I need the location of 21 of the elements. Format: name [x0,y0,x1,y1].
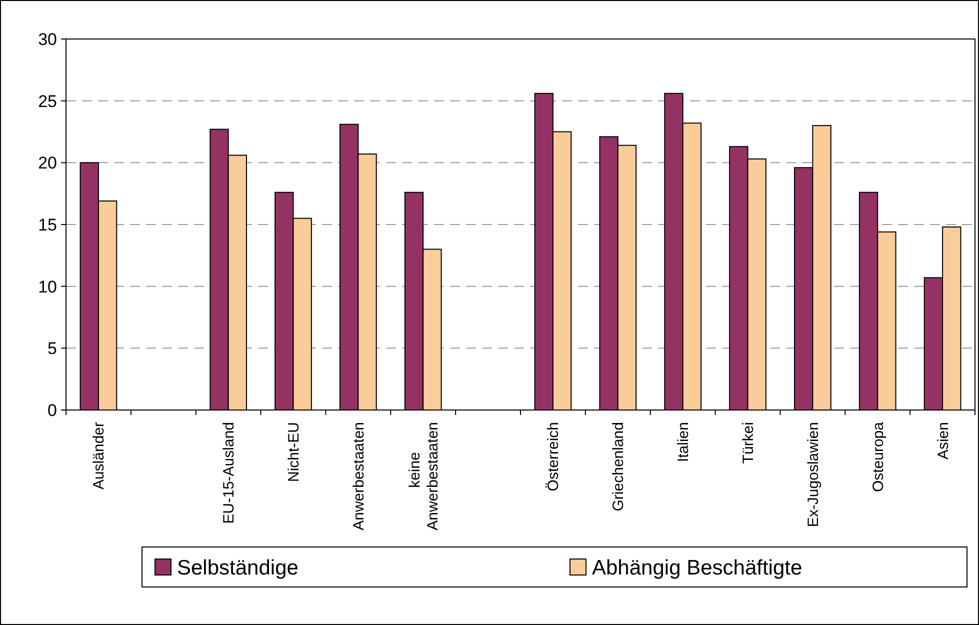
x-tick-label: EU-15-Ausland [220,422,238,524]
y-tick-label: 5 [48,339,57,358]
x-tick-label: Anwerbestaaten [350,422,368,530]
legend-label: Selbständige [177,556,298,580]
legend-label: Abhängig Beschäftigte [592,556,802,580]
x-tick-label: Österreich [545,422,562,492]
y-tick-label: 30 [38,30,57,49]
y-tick-label: 0 [48,400,57,420]
y-tick-label: 20 [38,154,57,173]
x-tick-label: Ausländer [90,422,108,490]
x-tick-label: Italien [675,422,692,462]
x-tick-label: Osteuropa [870,421,887,492]
y-tick-label: 25 [38,92,57,111]
x-tick-label: Asien [934,422,952,460]
y-tick-label: 15 [38,215,57,234]
x-tick-label: Griechenland [610,422,628,512]
y-tick-label: 10 [38,277,57,296]
x-tick-label: Ex-Jugoslawien [804,422,822,528]
x-tick-label: Nicht-EU [286,422,302,482]
x-tick-label: keine Anwerbestaaten [406,422,442,530]
x-tick-label: Türkei [740,422,757,464]
